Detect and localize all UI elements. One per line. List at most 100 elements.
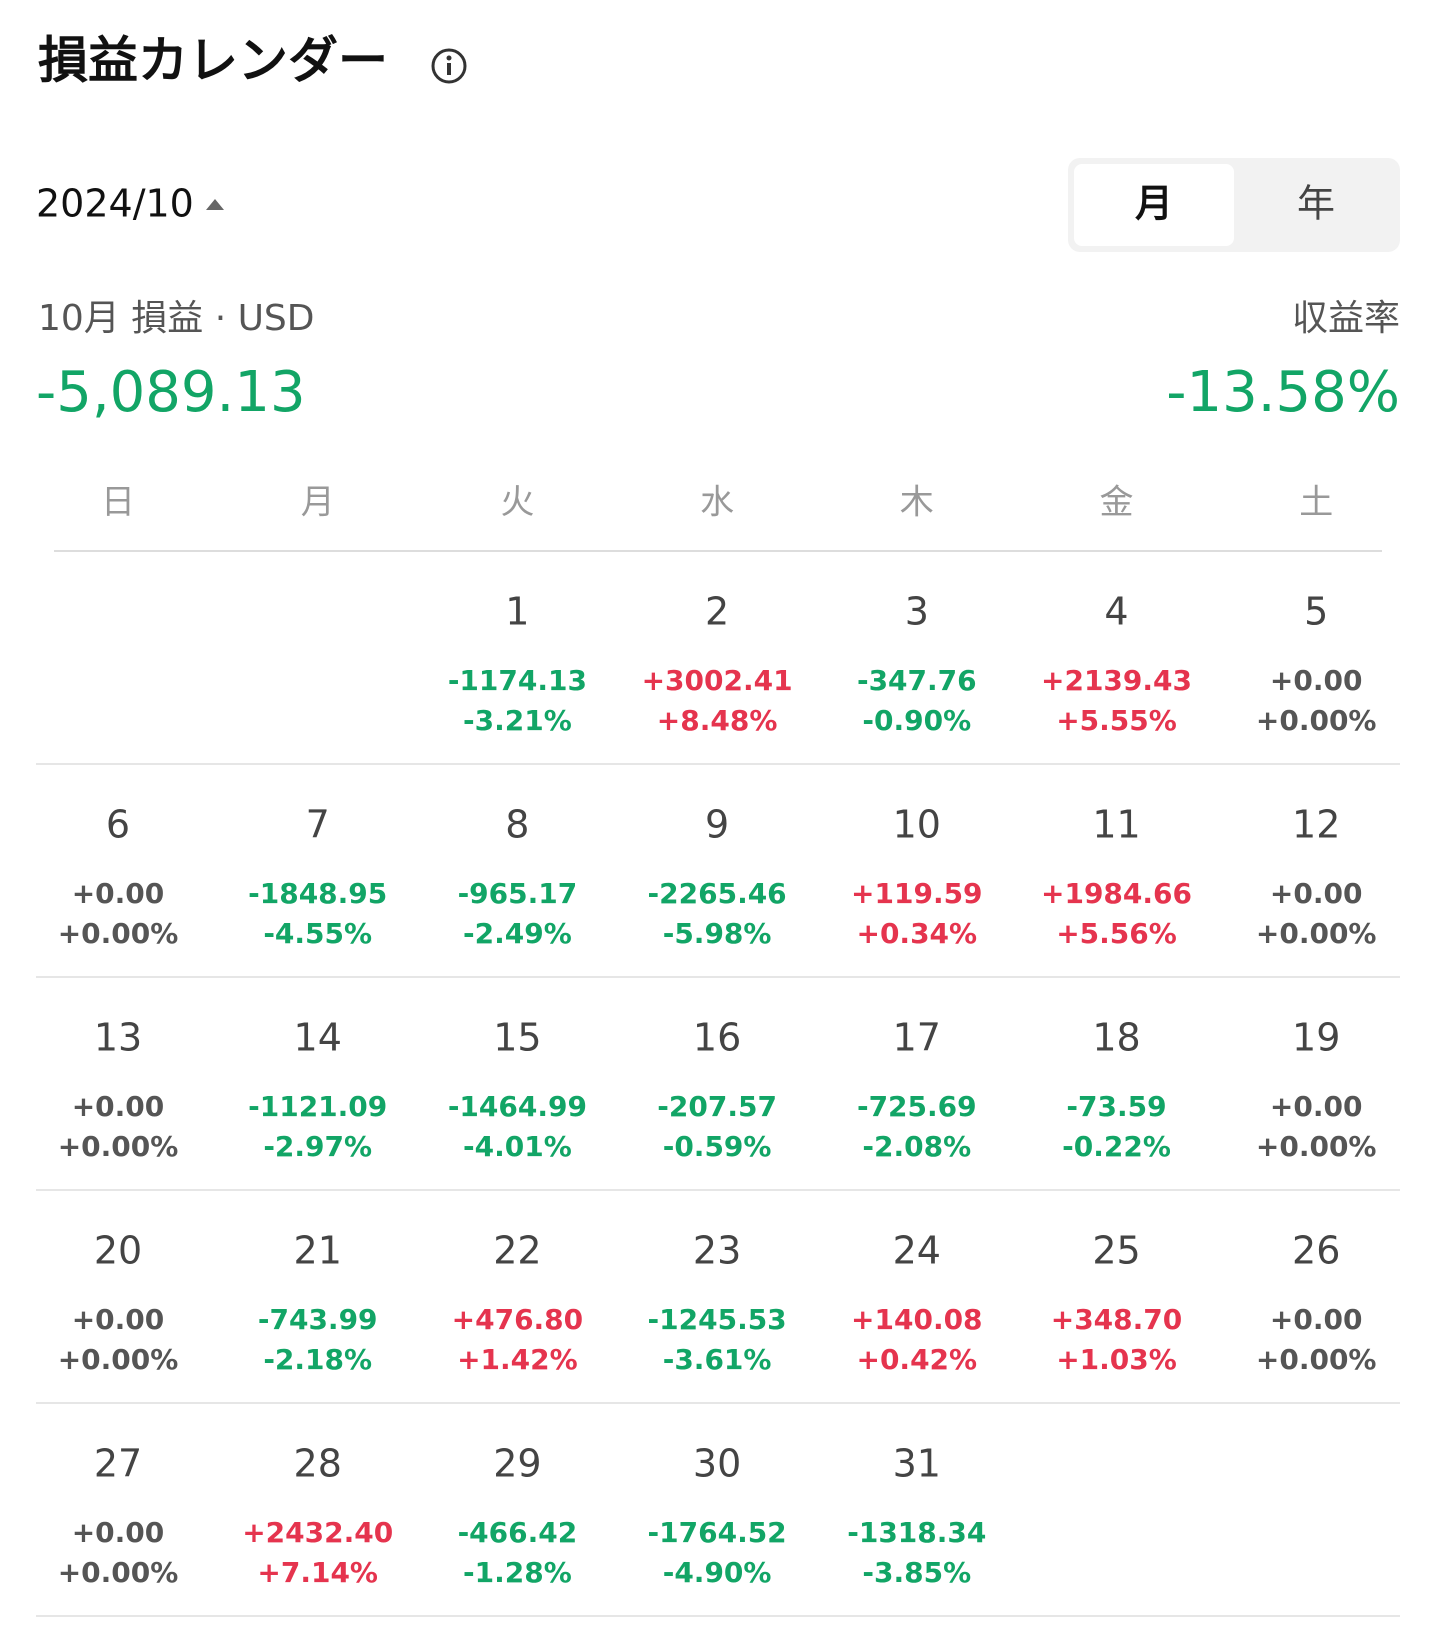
day-pnl: -2265.46 (648, 877, 787, 910)
day-rate: +0.00% (58, 1556, 179, 1589)
day-rate: +0.00% (58, 1343, 179, 1376)
rate-label: 収益率 (1292, 298, 1400, 339)
day-pnl: -725.69 (857, 1090, 977, 1123)
day-pnl: +348.70 (1051, 1303, 1183, 1336)
weekday: 土 (1299, 483, 1333, 523)
title: 損益カレンダー (38, 32, 388, 90)
summary-value: -5,089.13 (36, 360, 306, 425)
day-rate: +5.55% (1056, 704, 1177, 737)
day-pnl: +1984.66 (1041, 877, 1192, 910)
day-pnl: +476.80 (452, 1303, 584, 1336)
day-pnl: -1245.53 (648, 1303, 787, 1336)
day-rate: +0.00% (1256, 1130, 1377, 1163)
day-rate: +1.03% (1056, 1343, 1177, 1376)
day-pnl: +3002.41 (642, 664, 793, 697)
day-pnl: -73.59 (1066, 1090, 1166, 1123)
day-pnl: +0.00 (72, 877, 165, 910)
day-number: 26 (1292, 1229, 1340, 1273)
day-pnl: +0.00 (72, 1516, 165, 1549)
day-rate: +0.42% (856, 1343, 977, 1376)
day-rate: +0.34% (856, 917, 977, 950)
day-pnl: +0.00 (1270, 664, 1363, 697)
day-pnl: -743.99 (258, 1303, 378, 1336)
day-number: 9 (705, 803, 729, 847)
day-rate: -4.90% (663, 1556, 772, 1589)
day-pnl: +0.00 (72, 1090, 165, 1123)
toggle-selected[interactable] (1074, 164, 1234, 246)
day-pnl: -207.57 (657, 1090, 777, 1123)
weekday: 金 (1100, 483, 1134, 523)
toggle-year[interactable]: 年 (1297, 182, 1335, 226)
day-number: 12 (1292, 803, 1340, 847)
day-pnl: +2139.43 (1041, 664, 1192, 697)
day-rate: +8.48% (657, 704, 778, 737)
day-number: 11 (1092, 803, 1140, 847)
day-rate: +0.00% (58, 1130, 179, 1163)
dropdown-caret[interactable] (206, 199, 224, 210)
day-number: 18 (1092, 1016, 1140, 1060)
day-pnl: +0.00 (1270, 877, 1363, 910)
day-pnl: +2432.40 (242, 1516, 393, 1549)
day-rate: -1.28% (463, 1556, 572, 1589)
day-number: 8 (505, 803, 529, 847)
day-number: 4 (1104, 590, 1128, 634)
weekday: 日 (101, 483, 135, 523)
day-rate: -3.21% (463, 704, 572, 737)
day-rate: -4.01% (463, 1130, 572, 1163)
day-rate: -5.98% (663, 917, 772, 950)
day-number: 14 (294, 1016, 342, 1060)
day-pnl: -1121.09 (248, 1090, 387, 1123)
day-pnl: +140.08 (851, 1303, 983, 1336)
day-number: 31 (893, 1442, 941, 1486)
day-pnl: -466.42 (458, 1516, 578, 1549)
day-number: 25 (1092, 1229, 1140, 1273)
day-rate: +0.00% (1256, 1343, 1377, 1376)
day-number: 10 (893, 803, 941, 847)
day-rate: +0.00% (1256, 704, 1377, 737)
day-pnl: -1174.13 (448, 664, 587, 697)
day-rate: -0.59% (663, 1130, 772, 1163)
day-pnl: -1464.99 (448, 1090, 587, 1123)
day-rate: +5.56% (1056, 917, 1177, 950)
day-rate: -4.55% (263, 917, 372, 950)
day-number: 13 (94, 1016, 142, 1060)
weekday: 水 (700, 483, 734, 523)
day-number: 16 (693, 1016, 741, 1060)
day-pnl: +0.00 (1270, 1090, 1363, 1123)
day-number: 15 (493, 1016, 541, 1060)
day-number: 6 (106, 803, 130, 847)
day-rate: -0.90% (862, 704, 971, 737)
day-pnl: -965.17 (458, 877, 578, 910)
day-number: 2 (705, 590, 729, 634)
day-number: 17 (893, 1016, 941, 1060)
summary-label: 10月 損益 · USD (38, 298, 315, 339)
period-date[interactable]: 2024/10 (36, 182, 194, 226)
day-rate: -2.08% (862, 1130, 971, 1163)
day-number: 5 (1304, 590, 1328, 634)
day-rate: -3.61% (663, 1343, 772, 1376)
day-rate: +7.14% (257, 1556, 378, 1589)
day-pnl: +119.59 (851, 877, 983, 910)
day-rate: -2.49% (463, 917, 572, 950)
day-number: 20 (94, 1229, 142, 1273)
info-icon[interactable] (431, 48, 467, 84)
day-rate: -2.18% (263, 1343, 372, 1376)
day-pnl: -1848.95 (248, 877, 387, 910)
day-rate: +0.00% (1256, 917, 1377, 950)
day-number: 27 (94, 1442, 142, 1486)
day-pnl: +0.00 (1270, 1303, 1363, 1336)
day-rate: +1.42% (457, 1343, 578, 1376)
day-number: 7 (306, 803, 330, 847)
weekday: 木 (900, 483, 934, 523)
day-number: 28 (294, 1442, 342, 1486)
summary-rate: -13.58% (1166, 360, 1400, 425)
day-rate: -3.85% (862, 1556, 971, 1589)
toggle-month[interactable]: 月 (1135, 182, 1173, 226)
weekday: 月 (301, 483, 335, 523)
day-number: 3 (905, 590, 929, 634)
day-rate: +0.00% (58, 917, 179, 950)
day-rate: -2.97% (263, 1130, 372, 1163)
weekday: 火 (500, 483, 534, 523)
